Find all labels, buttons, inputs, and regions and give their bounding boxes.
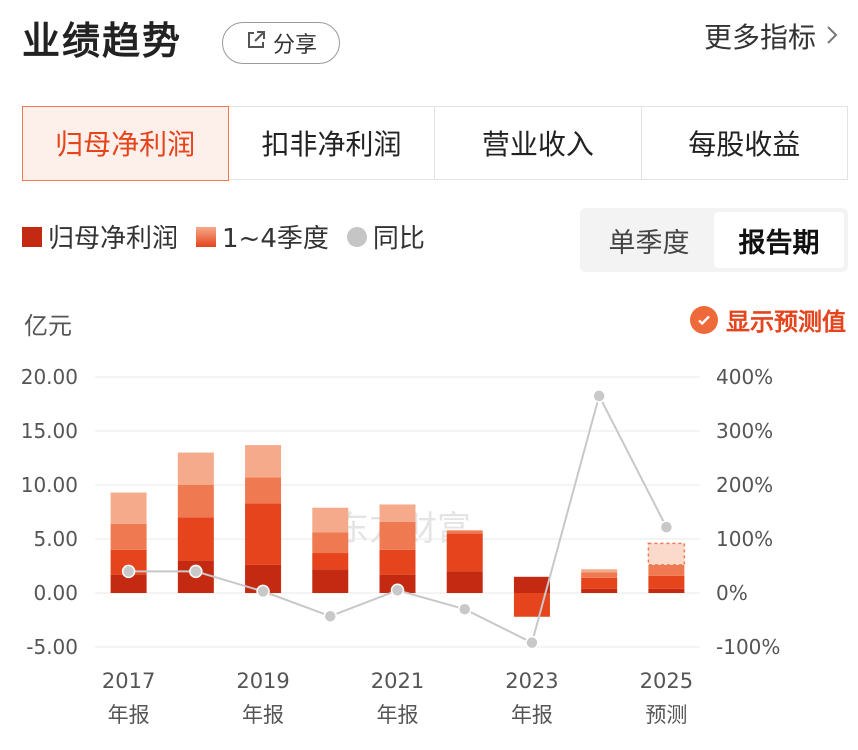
x-tick-sub: 年报 [511, 703, 553, 727]
x-tick-sub: 年报 [108, 703, 150, 727]
y-left-tick-label: 10.00 [21, 473, 78, 497]
x-tick-sub: 年报 [377, 703, 419, 727]
bar-segment-q1 [446, 571, 483, 593]
legend-label-net-profit: 归母净利润 [48, 224, 179, 254]
legend-label-yoy: 同比 [372, 224, 425, 254]
legend-label-quarters: 1~4季度 [222, 224, 329, 254]
legend-swatch-net-profit [22, 226, 42, 247]
bar-segment-q4 [245, 445, 282, 478]
yoy-point [659, 520, 674, 534]
more-indicators-link[interactable]: 更多指标 [704, 16, 840, 56]
bar-segment-q2 [245, 503, 282, 565]
legend-swatch-quarters [196, 226, 217, 247]
y-right-tick-label: 100% [716, 527, 773, 551]
bar-segment-q1 [513, 576, 550, 593]
bar-segment-q3 [245, 477, 282, 504]
bar-segment-q4 [647, 542, 686, 566]
bar-segment-q3 [648, 564, 685, 576]
bar-segment-q4 [177, 452, 214, 485]
tab-revenue[interactable]: 营业收入 [435, 107, 642, 179]
y-right-tick-label: 0% [716, 581, 748, 605]
y-right-tick-label: -100% [716, 635, 780, 659]
bar-segment-q1 [581, 588, 618, 593]
y-left-tick-label: 20.00 [21, 365, 78, 389]
bar-segment-q4 [110, 492, 147, 524]
x-tick-year: 2019 [236, 669, 289, 693]
show-forecast-label: 显示预测值 [726, 308, 846, 336]
x-tick-year: 2025 [640, 669, 693, 693]
bar-segment-q4 [581, 569, 618, 573]
bar-segment-q4 [312, 507, 349, 533]
bar-segment-q1 [648, 588, 685, 593]
yoy-point [525, 635, 539, 650]
header: 业绩趋势 分享 更多指标 [0, 0, 858, 80]
x-tick-sub: 预测 [645, 703, 687, 727]
bar-segment-q1 [312, 569, 349, 593]
y-left-tick-label: 15.00 [21, 419, 78, 443]
checkmark-icon [690, 305, 718, 334]
y-right-tick-label: 200% [716, 473, 773, 497]
bar-segment-q2 [581, 577, 618, 589]
single-quarter-button[interactable]: 单季度 [608, 227, 690, 259]
share-label: 分享 [272, 33, 317, 58]
bar-segment-q3 [312, 532, 349, 554]
bar-segment-q2 [177, 517, 214, 561]
chart-legend: 归母净利润 1~4季度 同比 [22, 218, 443, 255]
yoy-point [457, 602, 472, 616]
tab-deducted-net-profit[interactable]: 扣非净利润 [228, 107, 436, 179]
legend-swatch-yoy [346, 226, 367, 247]
share-icon [245, 29, 267, 57]
period-toggle: 单季度 报告期 [580, 208, 848, 272]
yoy-point [323, 609, 338, 623]
y-right-tick-label: 400% [716, 365, 773, 389]
bar-segment-q2 [446, 533, 483, 572]
x-tick-year: 2023 [505, 669, 558, 693]
unit-label: 亿元 [24, 312, 72, 340]
y-left-tick-label: -5.00 [26, 635, 78, 659]
bar-segment-q2 [312, 553, 349, 570]
legend-yoy: 同比 [346, 218, 425, 255]
x-tick-sub: 年报 [242, 703, 284, 727]
bar-segment-q1 [110, 574, 147, 593]
tab-net-profit[interactable]: 归母净利润 [21, 105, 229, 181]
bar-segment-q3 [446, 530, 483, 534]
more-indicators-label: 更多指标 [703, 21, 816, 54]
x-tick-year: 2021 [371, 669, 424, 693]
report-period-button[interactable]: 报告期 [714, 212, 844, 268]
y-left-tick-label: 0.00 [33, 581, 78, 605]
legend-net-profit: 归母净利润 [22, 218, 178, 255]
bar-segment-q2 [648, 575, 685, 589]
bar-segment-q3 [177, 485, 214, 518]
yoy-point [121, 564, 136, 579]
y-left-tick-label: 5.00 [33, 527, 78, 551]
metric-tabs: 归母净利润 扣非净利润 营业收入 每股收益 [21, 105, 848, 181]
tab-eps[interactable]: 每股收益 [641, 107, 847, 179]
x-tick-year: 2017 [102, 669, 155, 693]
page-title: 业绩趋势 [22, 19, 183, 63]
yoy-point [256, 584, 270, 599]
bar-segment-q2 [379, 549, 416, 575]
chevron-right-icon [824, 20, 840, 53]
yoy-point [390, 583, 405, 598]
yoy-point [592, 389, 606, 403]
legend-quarters: 1~4季度 [196, 218, 329, 255]
bar-segment-q4 [379, 504, 416, 522]
bar-segment-q3 [581, 572, 618, 578]
bar-segment-q3 [379, 521, 416, 550]
y-right-tick-label: 300% [716, 419, 773, 443]
bar-segment-q3 [110, 523, 147, 550]
yoy-point [189, 564, 203, 579]
show-forecast-toggle[interactable]: 显示预测值 [690, 302, 846, 337]
share-button[interactable]: 分享 [222, 22, 340, 64]
